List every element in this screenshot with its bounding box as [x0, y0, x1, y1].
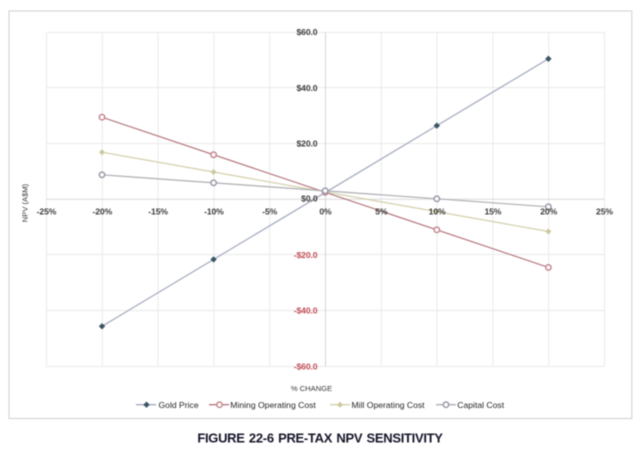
svg-text:$0.0: $0.0 [301, 194, 318, 204]
svg-text:25%: 25% [596, 207, 613, 217]
svg-text:$40.0: $40.0 [296, 83, 317, 93]
svg-text:10%: 10% [429, 207, 446, 217]
svg-text:-25%: -25% [37, 207, 57, 217]
svg-text:15%: 15% [484, 207, 501, 217]
svg-text:-5%: -5% [262, 207, 277, 217]
svg-text:Capital Cost: Capital Cost [457, 400, 504, 410]
svg-text:$60.0: $60.0 [296, 27, 317, 37]
svg-text:5%: 5% [375, 207, 388, 217]
svg-text:20%: 20% [540, 207, 557, 217]
svg-text:0%: 0% [319, 207, 332, 217]
svg-text:-15%: -15% [148, 207, 168, 217]
svg-text:% CHANGE: % CHANGE [291, 384, 332, 393]
svg-text:NPV (A$M): NPV (A$M) [20, 183, 29, 222]
svg-text:Mining Operating Cost: Mining Operating Cost [230, 400, 316, 410]
svg-text:-$40.0: -$40.0 [294, 306, 318, 316]
svg-text:-$60.0: -$60.0 [294, 361, 318, 371]
svg-text:Mill Operating Cost: Mill Operating Cost [352, 400, 426, 410]
svg-text:FIGURE 22-6 PRE-TAX NPV SENSIT: FIGURE 22-6 PRE-TAX NPV SENSITIVITY [197, 431, 443, 446]
svg-text:Gold Price: Gold Price [159, 400, 199, 410]
svg-text:-10%: -10% [204, 207, 224, 217]
svg-text:-$20.0: -$20.0 [294, 250, 318, 260]
svg-text:$20.0: $20.0 [296, 139, 317, 149]
svg-text:-20%: -20% [92, 207, 112, 217]
